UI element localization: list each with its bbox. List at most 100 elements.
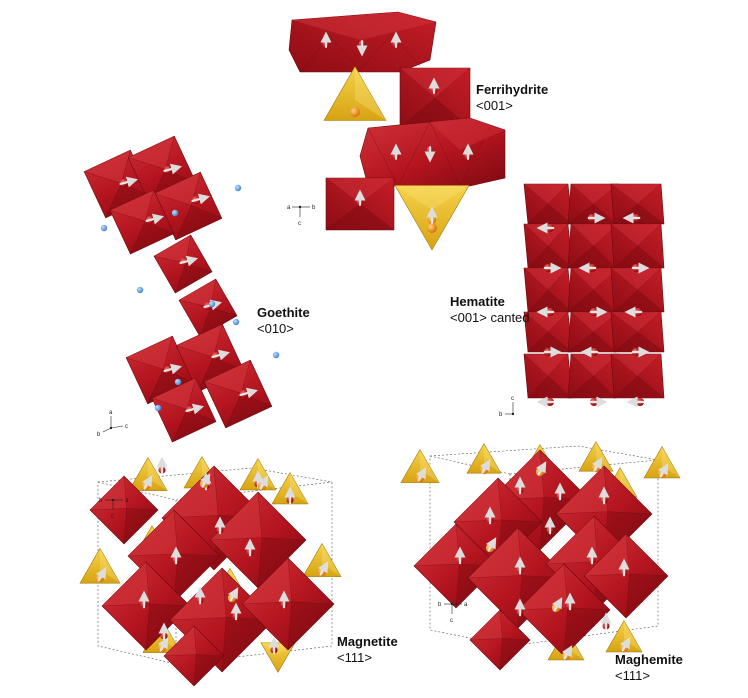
spin-arrow — [485, 537, 497, 552]
octahedron-edge — [555, 511, 653, 515]
axis-letter: c — [511, 396, 514, 402]
spin-arrow — [239, 387, 259, 399]
axis-origin — [298, 205, 302, 209]
octahedron-facet — [454, 478, 502, 522]
tetrahedron-face — [400, 448, 440, 483]
octahedron-facet — [611, 268, 661, 290]
octahedron-facet — [500, 638, 530, 670]
maghemite-structure — [400, 441, 681, 671]
octahedron-edge — [399, 67, 471, 129]
hydrogen-atom — [272, 351, 280, 359]
maghemite-name: Maghemite — [615, 652, 683, 667]
tetrahedron — [79, 547, 121, 584]
tetrahedral-atom — [427, 223, 437, 233]
octahedron-facet — [470, 610, 503, 640]
octahedron — [523, 353, 573, 399]
hematite-direction: <001> canted — [450, 310, 530, 325]
octahedron-facet — [571, 268, 619, 290]
tetrahedral-atom — [350, 107, 360, 117]
spin-arrow — [415, 467, 427, 482]
octahedron-facet — [571, 354, 619, 376]
octahedron-edge — [527, 223, 569, 269]
spin-arrow — [211, 349, 231, 361]
axis-letter: a — [109, 410, 113, 416]
spin-arrow — [317, 561, 329, 576]
octahedron-facet — [102, 562, 150, 606]
magnetite-direction: <111> — [337, 650, 372, 665]
octahedron-facet — [128, 510, 178, 556]
octahedron-edge — [89, 508, 159, 511]
octahedron-edge — [567, 353, 620, 399]
tetrahedron-facet — [662, 446, 680, 478]
axis-triad: a b c — [97, 410, 128, 438]
octahedron-facet — [611, 312, 661, 332]
octahedron-edge — [209, 537, 307, 541]
octahedron — [151, 377, 217, 443]
tetrahedron — [323, 65, 387, 121]
octahedron-facet — [90, 476, 127, 510]
axis-letter: c — [111, 514, 114, 520]
axis-line — [110, 425, 124, 429]
octahedron-facet — [564, 607, 610, 656]
axis-letter: b — [97, 432, 101, 438]
octahedron-edge — [613, 223, 662, 269]
octahedron-edge — [527, 353, 569, 399]
octahedron-facet — [528, 204, 572, 224]
spin-arrow — [479, 459, 491, 474]
octahedron-facet — [110, 190, 154, 222]
octahedron — [523, 267, 573, 313]
octahedron-facet — [524, 354, 568, 376]
octahedron-facet — [174, 553, 220, 602]
octahedron-facet — [614, 376, 664, 398]
spin-arrow — [619, 637, 631, 652]
octahedron-facet — [430, 118, 505, 150]
spin-arrow — [179, 255, 199, 267]
octahedron-facet — [179, 279, 216, 308]
goethite-label: Goethite <010> — [257, 305, 310, 337]
hematite-structure — [523, 183, 665, 408]
octahedron-facet — [584, 534, 630, 576]
octahedron-edge — [241, 601, 335, 605]
octahedron-facet — [154, 235, 191, 264]
spin-arrow — [145, 213, 165, 225]
spin-arrow — [657, 463, 669, 478]
octahedron-facet — [611, 224, 661, 246]
octahedron-facet — [124, 508, 158, 544]
tetrahedron-facet — [395, 185, 469, 210]
axis-origin — [111, 498, 115, 502]
hematite-name: Hematite — [450, 294, 505, 309]
axis-origin — [511, 412, 515, 416]
hydrogen-atom — [100, 224, 108, 232]
hydrogen-atom — [154, 404, 162, 412]
tetrahedron-facet — [100, 548, 120, 584]
tetrahedron-face — [79, 547, 121, 584]
hydrogen-atom — [174, 378, 182, 386]
octahedron-edge — [613, 311, 662, 353]
octahedron-edge — [613, 353, 662, 399]
octahedron — [203, 359, 273, 429]
hydrogen-atom — [136, 286, 144, 294]
maghemite-direction: <111> — [615, 668, 650, 683]
octahedron-edge — [583, 573, 669, 577]
octahedron-facet — [626, 573, 668, 618]
octahedron — [567, 353, 620, 399]
octahedron — [610, 223, 665, 269]
octahedron-edge — [154, 193, 222, 219]
tetrahedron-facet — [620, 467, 637, 498]
tetrahedron-face — [128, 456, 168, 491]
octahedron-edge — [126, 357, 194, 383]
octahedron-facet — [524, 312, 568, 332]
octahedron-facet — [172, 409, 216, 442]
octahedron-edge — [527, 311, 569, 353]
axis-triad: b a c — [438, 602, 468, 624]
octahedron — [523, 183, 573, 225]
octahedron-edge — [613, 267, 662, 313]
octahedron-edge — [567, 267, 620, 313]
spin-arrow — [141, 475, 153, 490]
ferrihydrite-structure — [288, 11, 506, 251]
octahedron-facet — [84, 150, 131, 184]
octahedron-facet — [176, 324, 223, 358]
